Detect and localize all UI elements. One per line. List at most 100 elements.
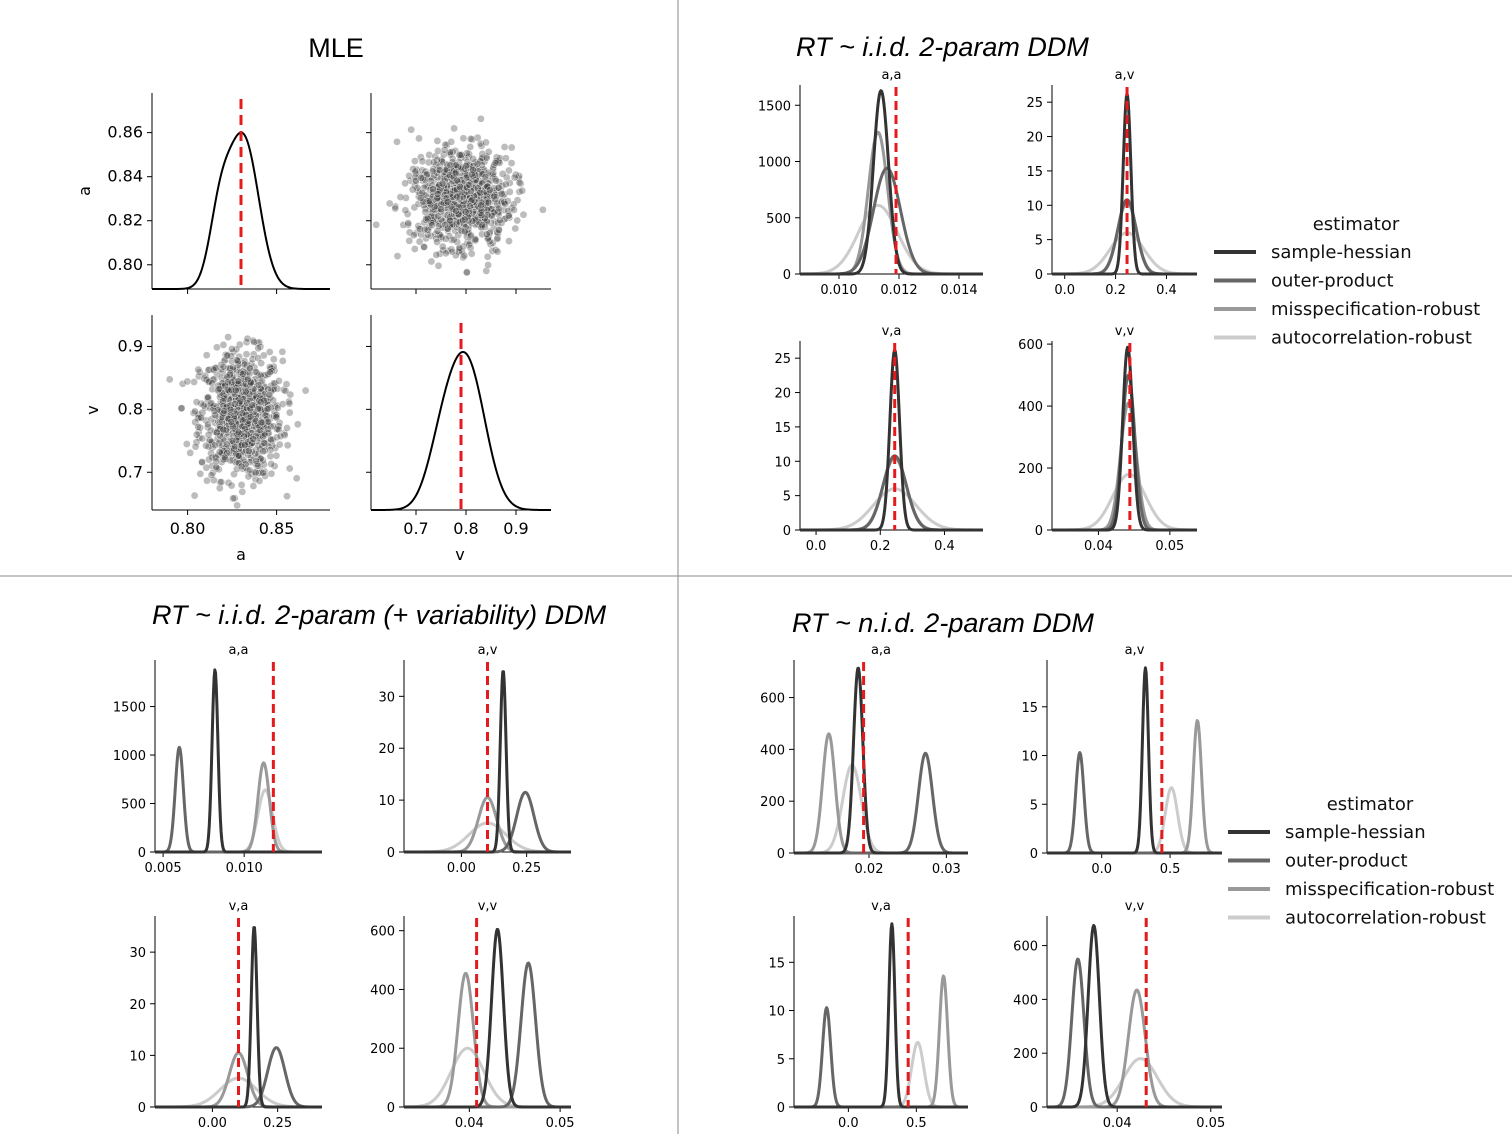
y-tick-label: 0.8 (118, 399, 143, 418)
panel-title: v,a (871, 899, 891, 914)
scatter-point (462, 268, 471, 277)
legends-layer: estimator sample-hessian outer-product miss… (1214, 214, 1494, 929)
scatter-point (427, 212, 436, 220)
scatter-point (482, 198, 490, 207)
scatter-point (411, 167, 420, 176)
a-y-axis-label: a (75, 186, 94, 196)
scatter-point (439, 199, 448, 207)
panel-a-v: a,v 0.0 0.5 0 5 10 15 (1021, 643, 1223, 877)
legend-title: estimator (1327, 794, 1414, 815)
scatter-point (264, 425, 272, 434)
scatter-point (465, 181, 474, 189)
y-tick-label: 500 (121, 798, 146, 813)
y-tick-label: 20 (378, 742, 395, 757)
x-tick-label: 0.0 (1091, 862, 1112, 877)
legend-entry: misspecification-robust (1271, 299, 1480, 320)
x-tick-label: 0.4 (934, 539, 955, 554)
scatter-point (433, 193, 442, 202)
scatter-point (493, 235, 502, 243)
scatter-point (265, 391, 274, 399)
panel-title: v,a (229, 899, 249, 914)
y-tick-label: 10 (768, 1005, 785, 1020)
iid-variability-title: RT ~ i.i.d. 2-param (+ variability) DDM (152, 600, 607, 630)
scatter-point (515, 178, 524, 187)
scatter-point (461, 207, 470, 216)
scatter-point (265, 348, 274, 356)
scatter-point (198, 458, 206, 466)
scatter-point (283, 492, 291, 501)
legend-top: estimator sample-hessian outer-product miss… (1214, 214, 1480, 349)
scatter-point (403, 210, 412, 218)
scatter-point (455, 248, 463, 256)
y-tick-label: 600 (1018, 338, 1043, 353)
x-tick-label: 0.05 (546, 1116, 575, 1131)
scatter-point (224, 333, 232, 341)
scatter-point (482, 230, 491, 239)
scatter-point (446, 150, 455, 159)
scatter-point (282, 380, 291, 389)
scatter-point (467, 231, 475, 240)
y-tick-label: 200 (1013, 1047, 1038, 1062)
y-tick-label: 10 (378, 794, 395, 809)
x-tick-label: 0.03 (932, 862, 961, 877)
density-outer-product (1051, 198, 1198, 276)
scatter-point (283, 441, 292, 450)
x-tick-label: 0.00 (447, 861, 476, 876)
scatter-point (481, 173, 490, 181)
y-tick-label: 0.82 (107, 211, 143, 230)
panel-title: a,a (881, 68, 901, 83)
scatter-v-vs-a (372, 115, 547, 277)
scatter-point (490, 192, 498, 201)
scatter-point (471, 175, 480, 184)
x-tick-label: 0.7 (403, 519, 428, 538)
scatter-point (441, 234, 450, 243)
scatter-point (460, 227, 469, 236)
panel-v-a: v,a 0.0 0.5 0 5 10 15 (768, 899, 969, 1131)
y-tick-label: 20 (1026, 131, 1043, 146)
y-tick-label: 1000 (758, 156, 791, 171)
scatter-point (235, 451, 243, 460)
legend-entry: outer-product (1271, 271, 1394, 292)
scatter-point (404, 219, 413, 227)
scatter-point (372, 220, 381, 229)
iid-2param-title: RT ~ i.i.d. 2-param DDM (796, 32, 1089, 62)
scatter-point (219, 425, 228, 434)
scatter-point (420, 243, 429, 251)
scatter-point (417, 174, 426, 182)
scatter-point (443, 224, 452, 233)
scatter-point (519, 210, 528, 219)
scatter-point (220, 407, 228, 415)
scatter-point (301, 386, 310, 395)
scatter-point (275, 440, 284, 449)
scatter-point (223, 351, 231, 360)
x-tick-label: 0.25 (512, 861, 541, 876)
scatter-point (231, 386, 240, 395)
y-tick-label: 200 (1018, 462, 1043, 477)
scatter-point (462, 162, 471, 170)
scatter-point (433, 238, 441, 246)
scatter-point (411, 169, 420, 178)
nid-2param-title: RT ~ n.i.d. 2-param DDM (792, 608, 1094, 638)
scatter-point (250, 338, 258, 346)
scatter-point (213, 428, 221, 437)
scatter-point (213, 343, 221, 352)
scatter-point (478, 221, 487, 230)
x-tick-label: 0.25 (263, 1116, 292, 1131)
scatter-point (417, 153, 425, 161)
scatter-point (253, 461, 262, 470)
scatter-point (194, 365, 203, 374)
x-tick-label: 0.85 (259, 519, 295, 538)
y-tick-label: 5 (1030, 798, 1038, 813)
legend-title: estimator (1313, 214, 1400, 235)
scatter-point (494, 183, 503, 192)
mle-pairplot: MLE 0.80 0.82 0.84 0.86 a 0.80 0.85 0.7 0.8 0.9 v a 0… (75, 33, 551, 564)
y-tick-label: 10 (774, 455, 791, 470)
density-outer-product (793, 1006, 969, 1109)
scatter-point (227, 481, 236, 490)
panel-a-a: a,a 0.02 0.03 0 200 400 600 (760, 643, 969, 877)
scatter-point (215, 448, 224, 456)
scatter-point (238, 416, 247, 425)
legend-bottom: estimator sample-hessian outer-product miss… (1228, 794, 1494, 929)
